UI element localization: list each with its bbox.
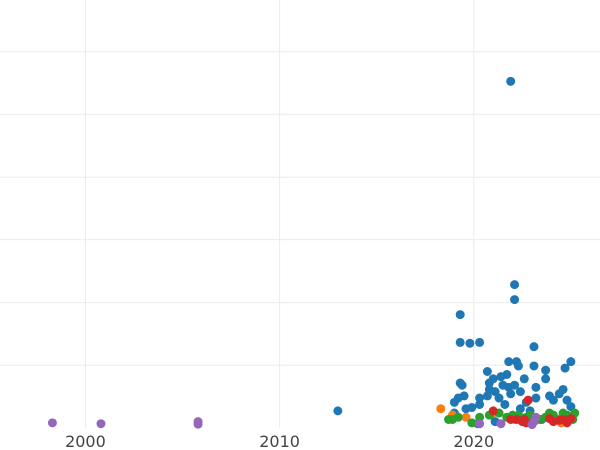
- data-point: [502, 370, 512, 379]
- data-point: [510, 380, 520, 390]
- data-point: [513, 361, 523, 371]
- data-point: [467, 418, 477, 428]
- data-point: [193, 419, 203, 429]
- x-axis-ticks: 2000 2010 2020: [65, 432, 494, 450]
- data-point: [436, 404, 446, 414]
- data-point: [560, 363, 570, 373]
- data-point: [465, 338, 475, 348]
- data-point: [510, 295, 520, 305]
- x-tick-label: 2000: [65, 432, 106, 450]
- data-point: [506, 76, 516, 86]
- grid-layer: [0, 0, 600, 428]
- data-point: [515, 387, 525, 397]
- data-point: [455, 310, 465, 320]
- data-point: [566, 357, 576, 367]
- data-point: [529, 342, 539, 352]
- data-point: [47, 418, 57, 428]
- x-tick-label: 2010: [259, 432, 300, 450]
- data-point: [531, 382, 541, 392]
- data-point: [475, 419, 485, 429]
- data-point: [488, 406, 498, 416]
- data-point: [333, 406, 343, 416]
- data-point: [531, 393, 541, 403]
- data-point: [96, 419, 106, 429]
- data-point: [494, 393, 504, 403]
- data-point: [531, 412, 541, 422]
- data-point: [482, 391, 492, 401]
- data-point: [453, 412, 463, 422]
- data-point: [488, 374, 498, 384]
- data-point: [496, 419, 506, 429]
- points-layer: [47, 76, 580, 430]
- data-point: [455, 337, 465, 347]
- data-point: [500, 399, 510, 409]
- data-point: [541, 374, 551, 384]
- data-point: [529, 361, 539, 371]
- data-point: [475, 412, 485, 422]
- data-point: [510, 280, 520, 290]
- data-point: [566, 414, 576, 424]
- data-point: [475, 393, 485, 403]
- data-point: [457, 380, 467, 390]
- data-point: [519, 374, 529, 384]
- data-point: [506, 389, 516, 399]
- data-point: [482, 367, 492, 377]
- data-point: [504, 357, 514, 367]
- data-point: [449, 397, 459, 407]
- data-point: [467, 402, 477, 412]
- data-point: [461, 412, 471, 422]
- data-point: [475, 337, 485, 347]
- x-tick-label: 2020: [453, 432, 494, 450]
- data-point: [475, 399, 485, 409]
- plot-background: [0, 0, 600, 428]
- data-point: [523, 395, 533, 405]
- data-point: [548, 395, 558, 405]
- data-point: [459, 391, 469, 401]
- data-point: [558, 384, 568, 394]
- data-point: [541, 365, 551, 375]
